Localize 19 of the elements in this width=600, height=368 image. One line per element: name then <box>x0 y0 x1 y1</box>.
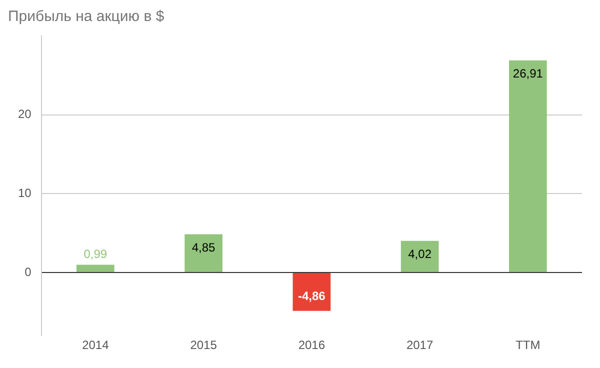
data-label: 4,02 <box>408 247 432 262</box>
x-tick-label: 2016 <box>298 338 326 352</box>
x-tick-label: TTM <box>516 338 540 352</box>
x-tick-label: 2015 <box>190 338 218 352</box>
bar <box>400 240 439 272</box>
bar <box>509 60 547 272</box>
data-label: 4,85 <box>192 240 216 255</box>
y-tick-label: 0 <box>24 264 32 279</box>
x-tick-label: 2017 <box>406 338 434 352</box>
bar <box>76 264 114 272</box>
bar <box>292 273 331 311</box>
data-label: 0,99 <box>84 247 108 262</box>
x-tick-label: 2014 <box>82 338 110 352</box>
bar <box>184 234 222 272</box>
data-label: -4,86 <box>298 289 326 304</box>
y-tick-label: 10 <box>18 186 32 200</box>
data-label: 26,91 <box>512 66 544 81</box>
chart-title: Прибыль на акцию в $ <box>8 8 165 26</box>
y-tick-label: 20 <box>18 107 32 122</box>
